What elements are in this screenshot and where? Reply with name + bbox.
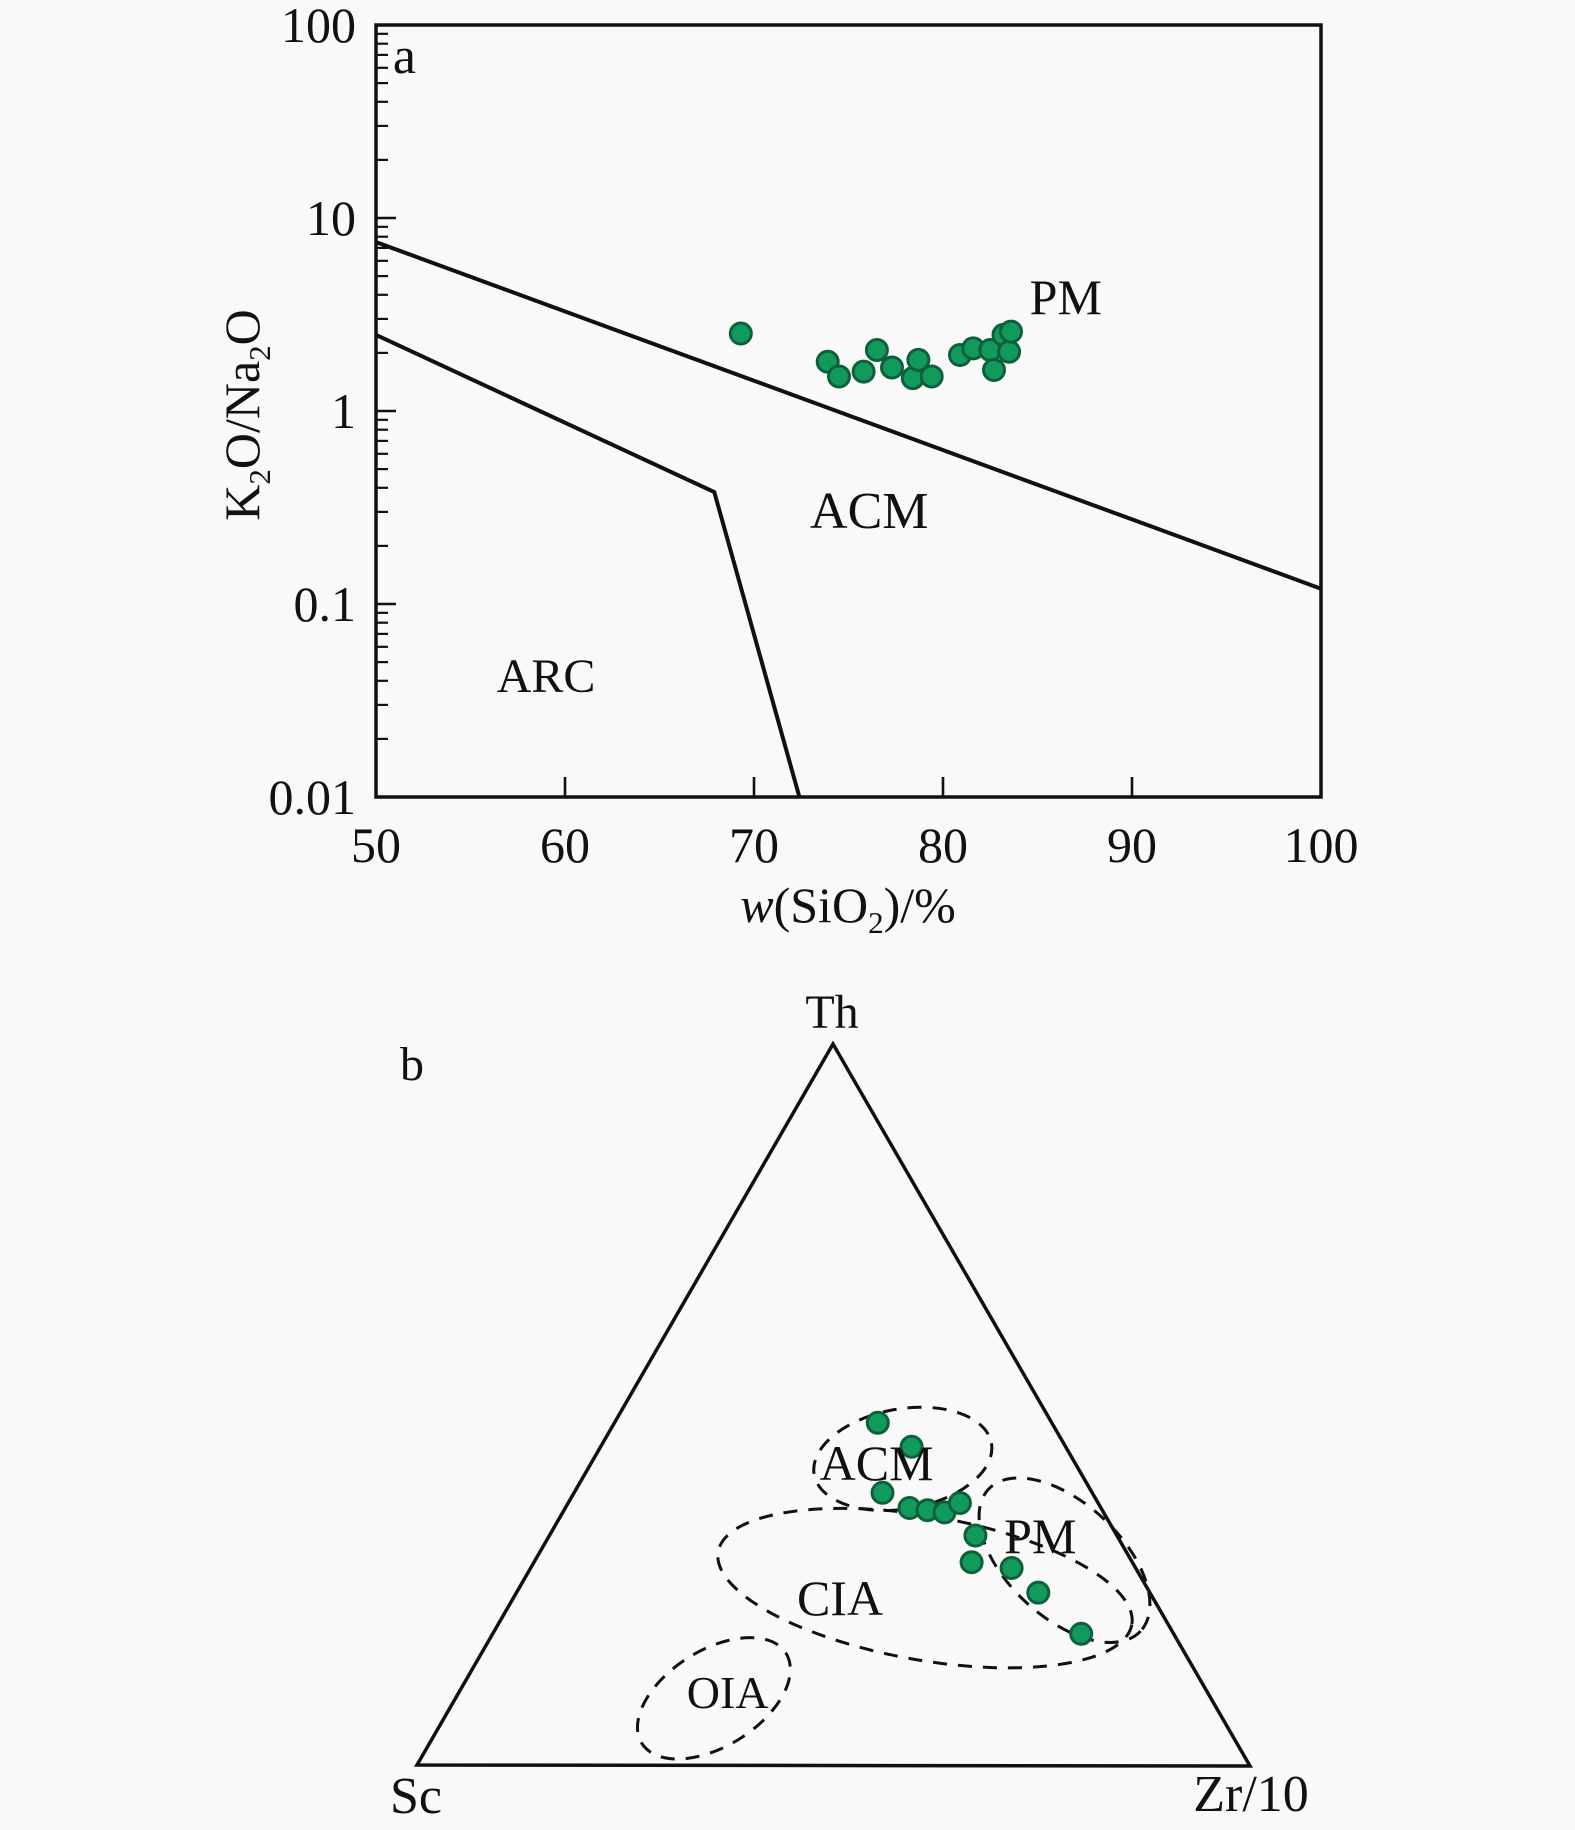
x-axis-title-units: )/%: [883, 877, 956, 933]
y-axis-title: K2O/Na2O: [214, 309, 277, 521]
field-label-cia: CIA: [796, 1570, 884, 1627]
x-tick-label: 100: [1284, 817, 1359, 873]
region-label-pm: PM: [1029, 268, 1102, 325]
data-point: [999, 319, 1023, 344]
y-tick-label: 1: [331, 383, 356, 439]
panel-label-b: b: [400, 1038, 424, 1091]
x-tick-label: 80: [918, 817, 968, 873]
data-point: [899, 1434, 924, 1459]
y-tick-label: 0.1: [294, 576, 357, 632]
y-axis-title-o: O: [214, 309, 270, 346]
data-point: [919, 364, 944, 389]
y-axis-title-sub2: 2: [242, 345, 277, 361]
data-point: [870, 1480, 895, 1505]
x-tick-label: 90: [1107, 817, 1157, 873]
y-tick-label: 0.01: [269, 769, 357, 825]
data-point: [851, 359, 876, 384]
vertex-label-th: Th: [805, 986, 859, 1039]
arc-acm-boundary: [375, 333, 802, 798]
region-label-acm: ACM: [810, 482, 929, 540]
ternary-frame: [413, 1040, 1254, 1768]
data-point: [1026, 1580, 1051, 1605]
vertex-label-sc: Sc: [390, 1768, 442, 1825]
acm-pm-boundary: [375, 240, 1322, 591]
data-point: [865, 1410, 890, 1435]
region-label-arc: ARC: [496, 649, 596, 703]
data-point: [1069, 1621, 1094, 1646]
data-point: [728, 321, 753, 346]
y-axis-title-sub1: 2: [242, 469, 277, 485]
x-axis-title-text: (SiO: [773, 877, 869, 933]
x-tick-label: 70: [729, 817, 779, 873]
data-point: [999, 1556, 1024, 1580]
panel-label-a: a: [392, 28, 416, 86]
field-label-oia: OIA: [686, 1667, 769, 1719]
x-axis-title-variable: w: [740, 877, 774, 933]
data-point: [880, 355, 904, 380]
field-ellipse-oia: [635, 1636, 792, 1761]
y-axis-title-k: K: [214, 484, 270, 521]
x-axis-title-subscript: 2: [868, 905, 884, 940]
x-axis-title: w(SiO2)/%: [740, 877, 956, 938]
field-label-acm: ACM: [819, 1434, 934, 1491]
data-point: [982, 358, 1006, 382]
data-point: [906, 347, 931, 372]
field-ellipse-pm: [977, 1476, 1152, 1644]
x-tick-label: 50: [351, 817, 401, 873]
data-point: [864, 338, 889, 362]
y-axis-title-ona: O/Na: [214, 360, 270, 470]
data-point: [959, 1550, 984, 1575]
vertex-label-zr10: Zr/10: [1193, 1766, 1309, 1823]
data-point: [963, 1523, 988, 1548]
data-point: [827, 364, 851, 389]
data-point: [947, 1491, 972, 1515]
field-label-pm: PM: [1004, 1507, 1077, 1564]
y-tick-label: 10: [306, 190, 356, 246]
data-point: [997, 339, 1022, 364]
x-tick-label: 60: [540, 817, 590, 873]
y-tick-label: 100: [281, 0, 356, 53]
